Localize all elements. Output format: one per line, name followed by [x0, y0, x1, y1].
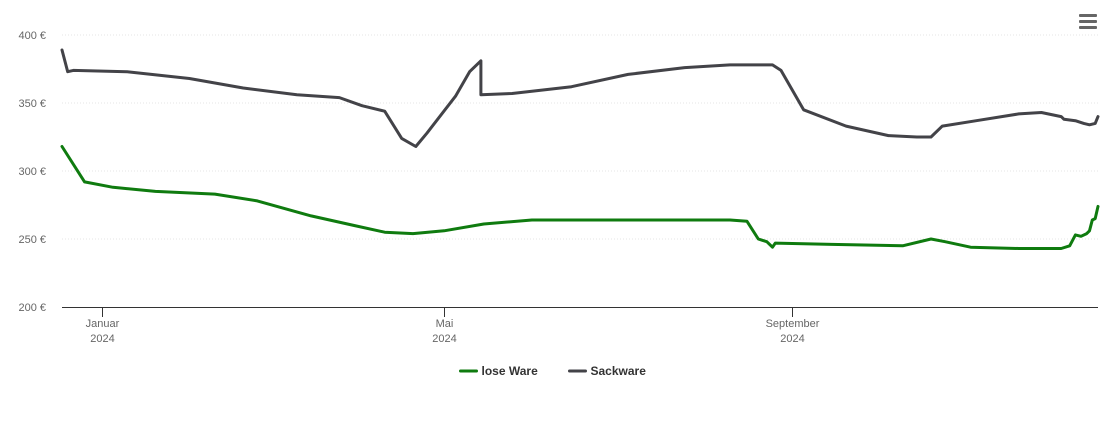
series-line-sackware	[60, 48, 1100, 148]
x-tick-month-label: Mai	[436, 318, 454, 330]
x-tick-month-label: September	[766, 318, 820, 330]
y-tick-label: 250 €	[18, 234, 46, 246]
y-tick-label: 350 €	[18, 98, 46, 110]
legend[interactable]: lose Ware Sackware	[459, 364, 647, 378]
chart-menu-button[interactable]	[1076, 12, 1100, 32]
x-tick-year-label: 2024	[90, 333, 114, 345]
menu-bar	[1079, 20, 1097, 23]
series-line-lose-ware	[60, 145, 1100, 250]
y-tick-label: 400 €	[18, 30, 46, 42]
y-tick-label: 200 €	[18, 302, 46, 314]
x-tick-month-label: Januar	[86, 318, 120, 330]
legend-item[interactable]: Sackware	[568, 364, 647, 378]
menu-bar	[1079, 14, 1097, 17]
x-tick-year-label: 2024	[432, 333, 456, 345]
axis-layer: 200 € 250 € 300 € 350 € 400 € Januar 2024 Mai 20…	[18, 30, 1098, 345]
y-tick-label: 300 €	[18, 166, 46, 178]
grid-layer	[62, 34, 1098, 240]
legend-label: lose Ware	[482, 364, 539, 378]
x-tick-year-label: 2024	[780, 333, 804, 345]
legend-label: Sackware	[591, 364, 647, 378]
menu-bar	[1079, 26, 1097, 29]
series-layer	[60, 48, 1100, 250]
legend-item[interactable]: lose Ware	[459, 364, 539, 378]
